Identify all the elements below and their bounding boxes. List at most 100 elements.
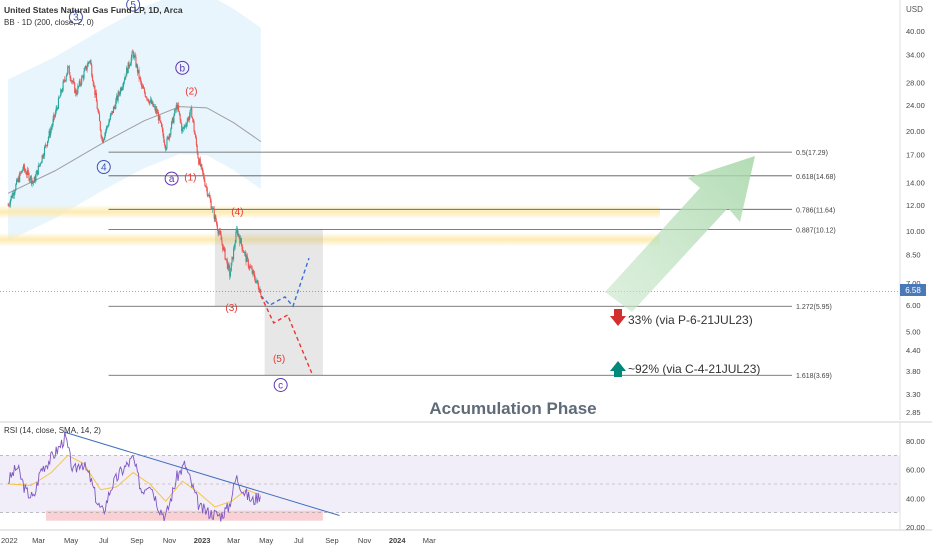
candle-body: [19, 172, 21, 182]
wave-circle: [164, 171, 179, 186]
candle-body: [71, 80, 73, 82]
candle-body: [145, 96, 147, 98]
candle-body: [28, 172, 30, 181]
wave-label-red: (5): [273, 354, 285, 365]
bullish-projection-path: [260, 257, 310, 308]
candle-body: [68, 66, 70, 75]
target-box: [264, 306, 323, 376]
candle-body: [97, 109, 99, 112]
candle-body: [119, 88, 121, 95]
candle-body: [33, 177, 35, 183]
candle-body: [12, 192, 15, 196]
candle-body: [112, 111, 114, 114]
rsi-line: [7, 431, 261, 522]
candle-body: [151, 101, 153, 104]
resistance-zone-lower: [0, 232, 660, 247]
candle-body: [181, 129, 183, 132]
candle-body: [140, 81, 142, 86]
candle-body: [57, 108, 59, 109]
candle-body: [60, 89, 62, 97]
candle-body: [181, 123, 183, 132]
candle-body: [182, 127, 184, 130]
candle-body: [7, 204, 9, 206]
candle-body: [38, 165, 40, 167]
candle-body: [137, 69, 139, 73]
candle-body: [111, 111, 113, 114]
candle-body: [42, 155, 44, 158]
candle-body: [108, 122, 110, 127]
candle-body: [157, 112, 159, 114]
candle-body: [21, 170, 23, 172]
fib-label: 0.5(17.29): [796, 150, 828, 157]
candle-body: [196, 145, 198, 154]
candle-body: [157, 112, 159, 121]
candles-layer: [7, 49, 262, 296]
candle-body: [202, 172, 204, 176]
candle-body: [57, 97, 59, 109]
candle-body: [109, 119, 111, 123]
wave-label-circled: 5: [130, 0, 136, 11]
candle-body: [55, 108, 57, 113]
candle-body: [142, 86, 144, 89]
candle-body: [45, 144, 47, 146]
candle-body: [259, 289, 261, 293]
candle-body: [87, 62, 89, 67]
candle-body: [207, 195, 209, 196]
candle-body: [91, 64, 93, 76]
candle-body: [100, 130, 102, 137]
candle-body: [150, 99, 152, 104]
candle-body: [159, 115, 161, 121]
candle-body: [48, 131, 50, 138]
price-badge: [900, 284, 926, 296]
candle-body: [89, 60, 91, 62]
candle-body: [107, 126, 109, 127]
candle-body: [233, 248, 235, 260]
candle-body: [44, 144, 46, 147]
candle-body: [250, 267, 252, 269]
call-up-arrow: [610, 361, 626, 377]
rsi-oversold-zone: [46, 510, 323, 521]
price-tick-label: 3.80: [906, 367, 921, 376]
candle-body: [178, 111, 180, 115]
candle-body: [77, 86, 79, 94]
price-tick-label: 2.85: [906, 408, 921, 417]
phase-label: Accumulation Phase: [429, 399, 596, 418]
candle-body: [150, 99, 152, 102]
candle-body: [191, 117, 194, 119]
candle-body: [180, 119, 182, 124]
candle-body: [144, 92, 146, 97]
candle-body: [39, 163, 41, 166]
price-tick-label: 8.50: [906, 251, 921, 260]
wave-circle: [68, 10, 83, 25]
price-tick-label: 24.00: [906, 101, 925, 110]
candle-body: [228, 263, 230, 268]
candle-body: [69, 74, 71, 78]
candle-body: [105, 130, 107, 134]
candle-body: [67, 66, 69, 73]
candle-body: [11, 195, 13, 198]
candle-body: [201, 164, 203, 168]
candle-body: [229, 267, 231, 277]
fib-label: 1.272(5.95): [796, 304, 832, 311]
time-tick-label: 2022: [1, 536, 18, 545]
candle-body: [183, 127, 185, 129]
candle-body: [92, 80, 94, 86]
candle-body: [50, 129, 52, 136]
candle-body: [91, 75, 94, 81]
candle-body: [141, 85, 143, 87]
candle-body: [195, 137, 197, 146]
candle-body: [18, 177, 20, 182]
rsi-tick-label: 60.00: [906, 466, 925, 475]
candle-body: [110, 113, 112, 116]
candle-body: [143, 88, 146, 93]
candle-body: [103, 137, 105, 140]
candle-body: [240, 238, 242, 245]
consolidation-box: [214, 229, 323, 307]
candle-body: [16, 179, 18, 182]
candle-body: [174, 109, 176, 116]
candle-body: [9, 199, 11, 205]
price-tick-label: 20.00: [906, 127, 925, 136]
candle-body: [121, 88, 123, 91]
